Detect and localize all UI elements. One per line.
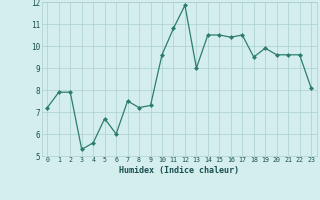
X-axis label: Humidex (Indice chaleur): Humidex (Indice chaleur)	[119, 166, 239, 175]
